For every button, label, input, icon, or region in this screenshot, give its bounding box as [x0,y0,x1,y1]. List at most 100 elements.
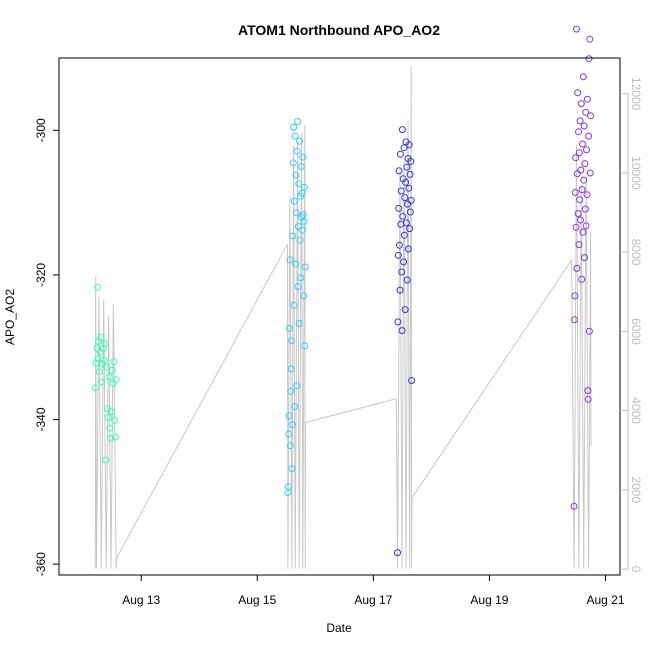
data-point [297,163,305,170]
data-point [404,245,412,253]
y-tick-label: -300 [34,118,48,142]
y2-tick-label: 8000 [629,239,643,266]
data-point [285,412,293,420]
data-point [401,306,409,314]
data-point [394,251,402,259]
data-point [97,333,105,341]
data-point [578,186,586,194]
data-point [290,301,298,309]
data-point [397,187,405,195]
data-point [290,197,298,205]
data-point [103,363,111,371]
x-tick-label: Aug 17 [354,593,392,607]
data-point [398,126,406,134]
data-point [398,268,406,276]
data-point [577,166,585,174]
data-point [297,274,305,282]
x-axis: Aug 13 Aug 15 Aug 17 Aug 19 Aug 21 [122,575,625,607]
data-point [299,153,307,161]
data-point [301,263,309,271]
data-point [396,286,404,294]
series-1 [91,283,120,464]
data-point [112,376,120,384]
data-point [572,154,580,162]
data-point [401,194,409,202]
data-point [397,220,405,228]
data-points-layer [91,25,595,557]
data-point [571,292,579,300]
data-point [394,318,402,326]
data-point [286,324,293,332]
data-point [287,387,295,395]
data-point [111,433,119,441]
y-tick-label: -320 [34,263,48,287]
gray-trace-line [94,65,592,569]
data-point [398,327,406,335]
data-point [407,196,415,204]
data-point [400,258,408,266]
data-point [576,117,584,125]
series-2 [284,118,309,497]
data-point [286,442,294,450]
chart-title: ATOM1 Northbound APO_AO2 [238,22,440,38]
data-point [95,368,103,376]
data-point [285,430,293,438]
data-point [294,118,302,126]
data-point [405,141,413,149]
data-point [403,276,411,284]
data-point [573,170,581,178]
data-point [584,395,592,403]
data-point [293,147,301,155]
data-point [581,205,589,213]
data-point [288,465,296,473]
y2-tick-label: 4000 [629,397,643,424]
data-point [399,212,407,220]
data-point [585,327,593,335]
data-point [298,189,306,197]
data-point [576,196,584,204]
y2-tick-label: 10000 [629,156,643,190]
data-point [581,254,588,262]
data-point [292,171,300,179]
data-point [575,241,583,249]
x-axis-label: Date [326,621,352,635]
data-point [300,217,308,225]
data-point [101,340,109,348]
y-axis: -360 -340 -320 -300 [34,118,59,576]
data-point [580,176,588,184]
data-point [400,231,408,239]
data-point [296,236,304,244]
plot-frame [58,57,621,576]
x-tick-label: Aug 13 [122,593,160,607]
data-point [299,211,307,219]
data-point [571,316,578,324]
data-point [294,283,302,290]
y2-tick-label: 2000 [629,476,643,503]
data-point [573,25,580,33]
data-point [581,160,589,168]
data-point [579,140,586,148]
data-point [579,73,587,81]
data-point [582,108,590,116]
y-tick-label: -340 [34,407,48,431]
y-axis-label: APO_AO2 [3,289,17,345]
y2-axis: 0 2000 4000 6000 8000 10000 12000 [622,77,643,573]
data-point [586,169,594,177]
data-point [100,356,108,364]
data-point [98,378,106,386]
data-point [579,228,587,236]
data-point [295,319,303,327]
data-point [291,132,299,140]
data-point [288,421,296,429]
data-point [580,122,588,130]
series-3 [394,126,416,557]
data-point [104,413,112,421]
data-point [396,150,404,158]
data-point [102,456,110,464]
data-point [574,89,582,97]
data-point [394,549,401,557]
data-point [575,149,583,157]
y2-tick-label: 6000 [629,318,643,345]
data-point [292,260,300,268]
gray-trace-layer [94,65,592,569]
